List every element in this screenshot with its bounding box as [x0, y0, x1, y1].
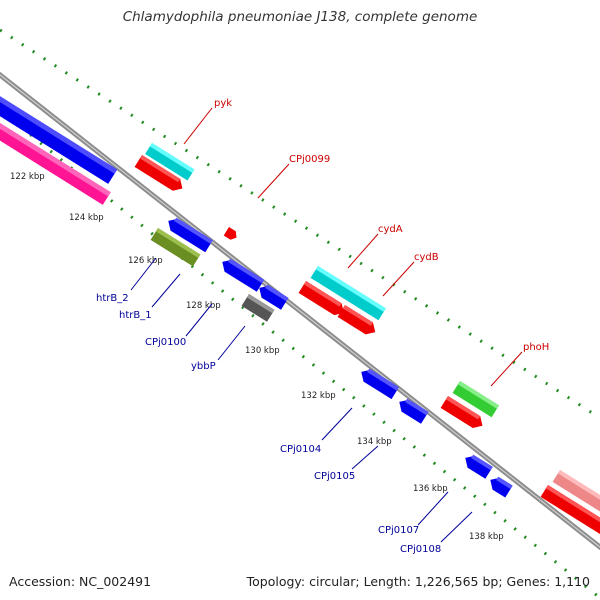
- leader-cpj0104: [321, 407, 353, 441]
- accession-text: Accession: NC_002491: [9, 574, 152, 589]
- gene-phoh-red[interactable]: [440, 396, 487, 432]
- leader-htrb2: [130, 257, 157, 291]
- tick-label-128: 128 kbp: [186, 301, 221, 311]
- tick-label-126: 126 kbp: [128, 256, 163, 266]
- tick-label-132: 132 kbp: [301, 391, 336, 401]
- gene-blue-2[interactable]: [219, 256, 265, 292]
- gene-cyda-cyan[interactable]: [310, 266, 386, 321]
- map-title: Chlamydophila pneumoniae J138, complete …: [122, 9, 478, 25]
- gene-label-phoh[interactable]: phoH: [523, 342, 549, 353]
- feature-blue-large[interactable]: [0, 89, 118, 184]
- tick-label-130: 130 kbp: [245, 346, 280, 356]
- feature-red-right[interactable]: [540, 485, 600, 534]
- genome-backbone-highlight: [0, 74, 600, 548]
- gene-cpj0099-red[interactable]: [223, 227, 239, 242]
- gene-label-ybbp[interactable]: ybbP: [191, 361, 216, 372]
- tick-label-124: 124 kbp: [69, 213, 104, 223]
- genome-summary-text: Topology: circular; Length: 1,226,565 bp…: [246, 574, 590, 589]
- leader-cpj0108: [440, 511, 473, 543]
- leader-cyda: [347, 233, 379, 269]
- tick-label-134: 134 kbp: [357, 437, 392, 447]
- gene-cydb-red[interactable]: [337, 305, 379, 338]
- gene-label-pyk[interactable]: pyk: [214, 98, 232, 109]
- gene-label-cpj0104[interactable]: CPj0104: [280, 444, 321, 455]
- leader-pyk: [183, 107, 213, 145]
- gene-label-htrb1[interactable]: htrB_1: [119, 310, 152, 321]
- leader-cpj0107: [417, 491, 449, 526]
- leader-phoh: [490, 351, 523, 387]
- leader-cydb: [382, 261, 415, 297]
- gene-blue-1[interactable]: [165, 215, 213, 253]
- gene-label-cpj0100[interactable]: CPj0100: [145, 337, 186, 348]
- tick-label-138: 138 kbp: [469, 532, 504, 542]
- leader-cpj0100: [185, 303, 213, 337]
- tick-label-122: 122 kbp: [10, 172, 45, 182]
- gene-blue-3[interactable]: [256, 282, 289, 310]
- tick-label-136: 136 kbp: [413, 484, 448, 494]
- gene-ybbp-grey[interactable]: [241, 294, 275, 322]
- upper-tick-row: [0, 28, 600, 420]
- feature-magenta-large[interactable]: [0, 118, 111, 205]
- gene-cpj0105-blue[interactable]: [396, 396, 429, 424]
- gene-cpj0107-blue[interactable]: [462, 452, 493, 479]
- leader-htrb1: [151, 273, 181, 308]
- gene-label-cpj0107[interactable]: CPj0107: [378, 525, 419, 536]
- gene-htrb-olive[interactable]: [150, 228, 201, 267]
- gene-cpj0104-blue[interactable]: [358, 366, 399, 400]
- gene-cpj0108-blue[interactable]: [487, 474, 513, 498]
- gene-pyk-cyan[interactable]: [145, 143, 195, 181]
- gene-label-cpj0108[interactable]: CPj0108: [400, 544, 441, 555]
- gene-label-htrb2[interactable]: htrB_2: [96, 293, 129, 304]
- gene-label-cydb[interactable]: cydB: [414, 252, 439, 263]
- gene-label-cpj0099[interactable]: CPj0099: [289, 154, 330, 165]
- gene-label-cyda[interactable]: cydA: [378, 224, 403, 235]
- feature-pink-right[interactable]: [552, 470, 600, 514]
- leader-cpj0099: [257, 163, 290, 199]
- leader-cpj0105: [351, 445, 379, 470]
- gene-label-cpj0105[interactable]: CPj0105: [314, 471, 355, 482]
- gene-pyk-red[interactable]: [134, 155, 187, 194]
- gene-phoh-green[interactable]: [452, 381, 500, 418]
- gene-cyda-red[interactable]: [298, 281, 348, 319]
- leader-ybbp: [217, 325, 246, 361]
